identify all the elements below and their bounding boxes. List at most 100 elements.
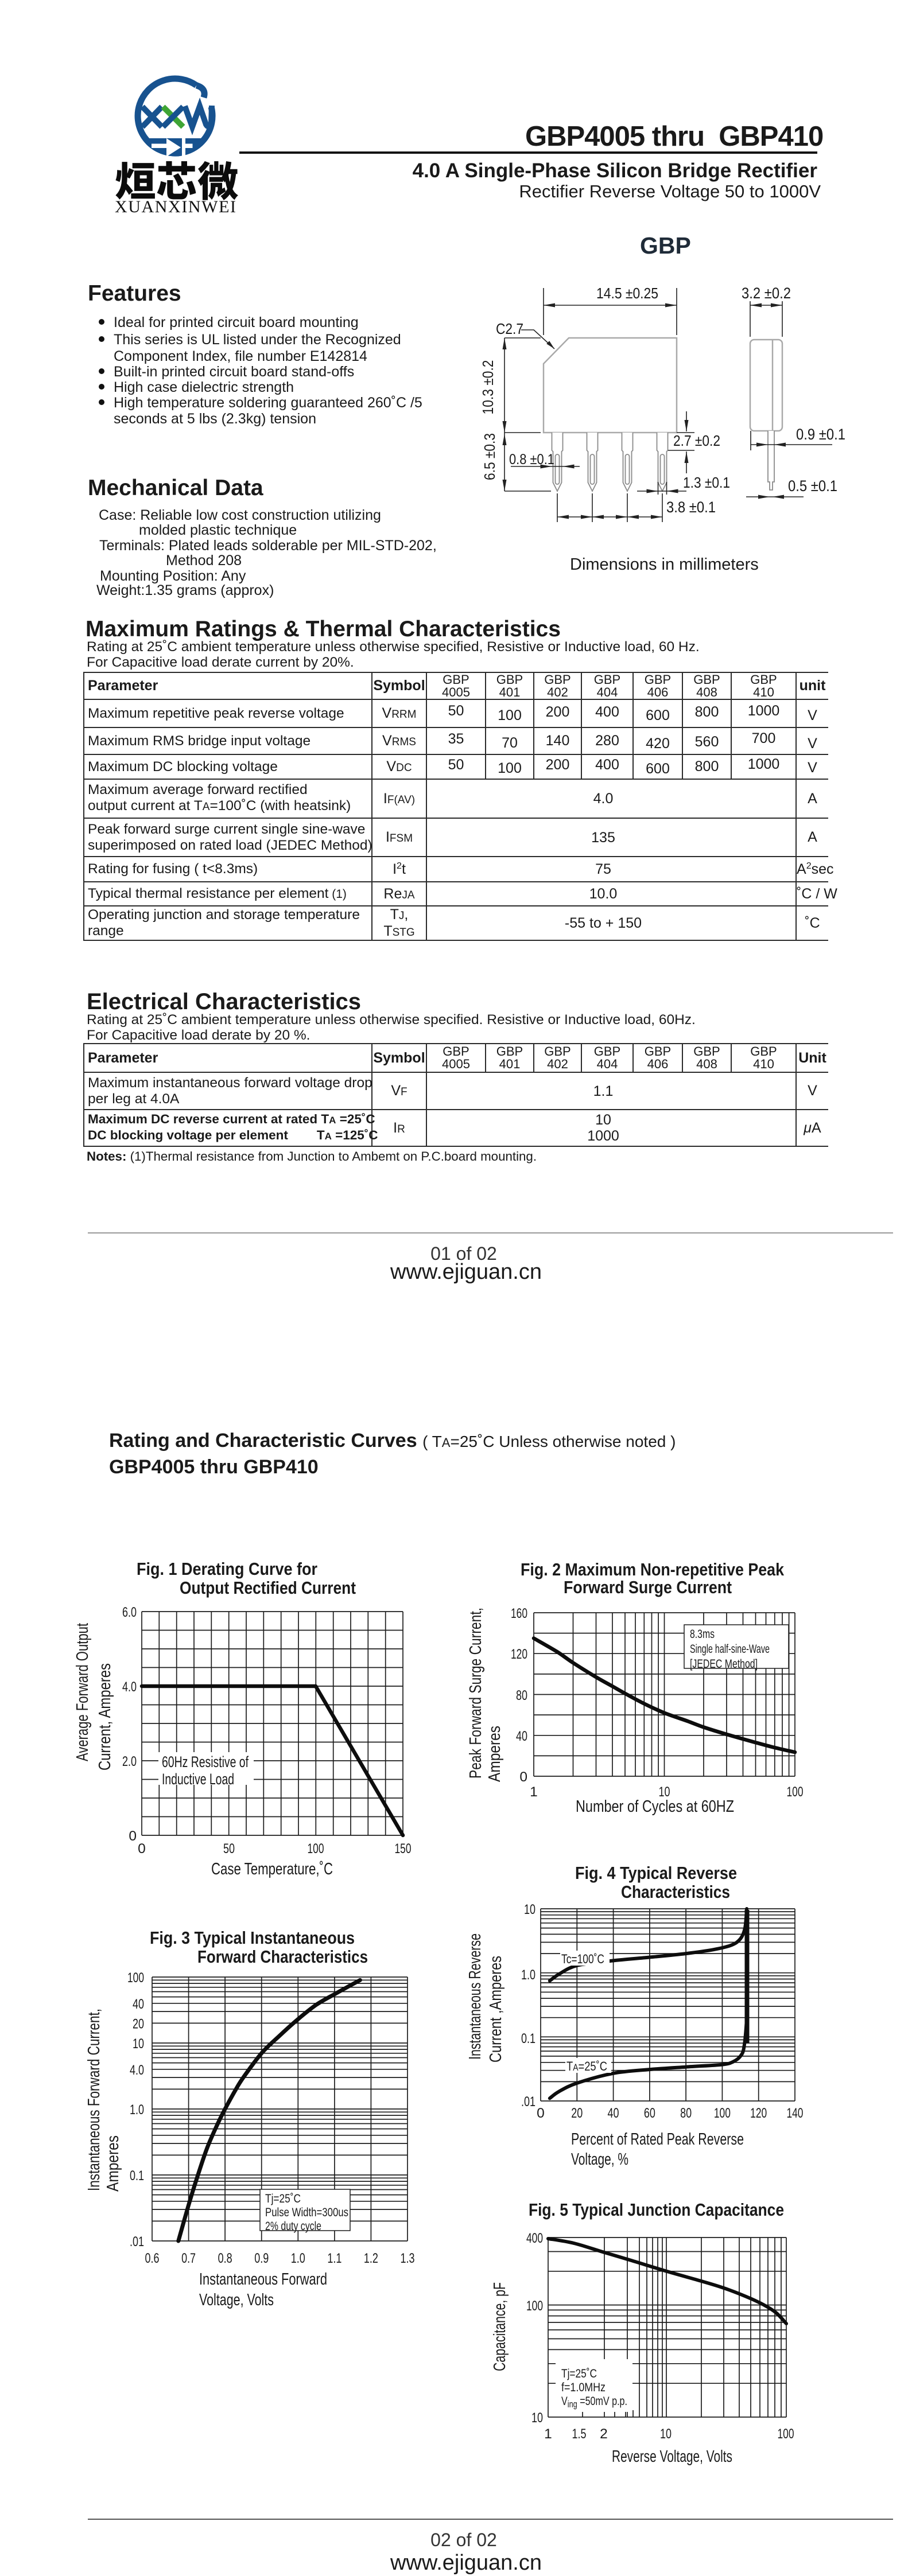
svg-text:120: 120: [750, 2106, 767, 2121]
svg-text:f=1.0MHz: f=1.0MHz: [561, 2380, 606, 2394]
svg-text:Amperes: Amperes: [104, 2135, 122, 2192]
svg-text:Inductive Load: Inductive Load: [162, 1770, 234, 1788]
svg-text:Voltage, Volts: Voltage, Volts: [199, 2291, 274, 2309]
svg-text:Characteristics: Characteristics: [621, 1882, 730, 1902]
svg-text:6.0: 6.0: [122, 1605, 137, 1620]
svg-text:1.0: 1.0: [521, 1967, 535, 1983]
svg-text:1.3: 1.3: [400, 2251, 414, 2266]
svg-text:Amperes: Amperes: [486, 1726, 504, 1782]
svg-text:20: 20: [571, 2106, 583, 2121]
svg-text:100: 100: [714, 2106, 731, 2121]
svg-text:Current, Amperes: Current, Amperes: [96, 1663, 114, 1770]
svg-text:Fig. 3 Typical Instantaneous: Fig. 3 Typical Instantaneous: [150, 1928, 355, 1948]
svg-text:140: 140: [786, 2106, 803, 2121]
svg-text:100: 100: [308, 1841, 324, 1857]
svg-text:100: 100: [526, 2298, 543, 2314]
svg-text:Reverse Voltage, Volts: Reverse Voltage, Volts: [612, 2447, 732, 2466]
svg-text:10: 10: [659, 1784, 670, 1800]
svg-text:0.9: 0.9: [254, 2251, 269, 2266]
svg-text:1.1: 1.1: [327, 2251, 341, 2266]
svg-text:100: 100: [127, 1970, 144, 1986]
svg-text:120: 120: [511, 1647, 527, 1662]
svg-text:Fig. 5 Typical Junction Capaci: Fig. 5 Typical Junction Capacitance: [529, 2200, 784, 2220]
svg-text:10: 10: [524, 1902, 535, 1917]
svg-text:TA=25˚C: TA=25˚C: [566, 2059, 607, 2073]
svg-text:.01: .01: [521, 2094, 535, 2110]
svg-text:Tc=100˚C: Tc=100˚C: [561, 1952, 604, 1966]
svg-text:1.0: 1.0: [130, 2102, 144, 2118]
svg-text:Pulse Width=300us: Pulse Width=300us: [265, 2205, 348, 2219]
svg-text:100: 100: [778, 2426, 794, 2442]
svg-text:1: 1: [530, 1784, 538, 1800]
svg-text:XUANXINWEI: XUANXINWEI: [115, 197, 237, 216]
svg-text:Single half-sine-Wave: Single half-sine-Wave: [690, 1642, 770, 1656]
svg-text:1.5: 1.5: [572, 2426, 587, 2442]
svg-text:0: 0: [129, 1828, 137, 1844]
svg-text:0.8: 0.8: [218, 2251, 232, 2266]
svg-text:10.3 ±0.2: 10.3 ±0.2: [479, 360, 496, 415]
svg-text:Ving =50mV p.p.: Ving =50mV p.p.: [561, 2394, 627, 2410]
svg-text:Fig. 1 Derating Curve for: Fig. 1 Derating Curve for: [137, 1559, 317, 1579]
svg-text:Percent of Rated Peak Reverse: Percent of Rated Peak Reverse: [571, 2130, 744, 2149]
svg-text:0.7: 0.7: [181, 2251, 196, 2266]
svg-text:6.5 ±0.3: 6.5 ±0.3: [481, 433, 498, 480]
svg-text:Output Rectified Current: Output Rectified Current: [180, 1578, 356, 1598]
svg-text:Tj=25˚C: Tj=25˚C: [265, 2192, 301, 2205]
svg-text:10: 10: [133, 2036, 144, 2052]
svg-text:4.0: 4.0: [122, 1679, 137, 1695]
svg-text:1.2: 1.2: [364, 2251, 378, 2266]
svg-text:4.0: 4.0: [130, 2063, 144, 2078]
svg-text:Tj=25˚C: Tj=25˚C: [561, 2367, 597, 2380]
svg-text:40: 40: [608, 2106, 619, 2121]
svg-text:400: 400: [526, 2231, 543, 2246]
svg-text:80: 80: [516, 1688, 527, 1703]
svg-text:Capacitance, pF: Capacitance, pF: [491, 2282, 509, 2371]
svg-text:50: 50: [223, 1841, 235, 1857]
svg-text:2: 2: [600, 2426, 608, 2442]
svg-text:Forward Characteristics: Forward Characteristics: [197, 1947, 368, 1967]
svg-text:Voltage, %: Voltage, %: [571, 2150, 628, 2169]
svg-text:0.1: 0.1: [130, 2168, 144, 2184]
svg-text:160: 160: [511, 1606, 527, 1621]
svg-text:150: 150: [395, 1841, 412, 1857]
svg-text:60Hz Resistive of: 60Hz Resistive of: [162, 1753, 249, 1770]
svg-text:2% duty cycle: 2% duty cycle: [265, 2219, 321, 2233]
svg-text:0.6: 0.6: [145, 2251, 160, 2266]
svg-text:40: 40: [516, 1729, 527, 1744]
svg-text:Forward Surge Current: Forward Surge Current: [564, 1577, 732, 1597]
svg-text:0.9 ±0.1: 0.9 ±0.1: [796, 426, 845, 443]
svg-text:60: 60: [644, 2106, 655, 2121]
svg-text:1.3 ±0.1: 1.3 ±0.1: [683, 474, 730, 491]
svg-text:40: 40: [133, 1997, 144, 2012]
svg-text:Current ,Amperes: Current ,Amperes: [487, 1956, 505, 2063]
svg-text:Instantaneous Forward Current,: Instantaneous Forward Current,: [85, 2009, 103, 2191]
svg-text:Fig. 2 Maximum Non-repetitive: Fig. 2 Maximum Non-repetitive Peak: [521, 1559, 785, 1579]
svg-text:2.7 ±0.2: 2.7 ±0.2: [673, 432, 720, 449]
svg-text:10: 10: [531, 2410, 543, 2426]
svg-text:0.5 ±0.1: 0.5 ±0.1: [788, 477, 837, 495]
svg-text:0: 0: [537, 2106, 545, 2121]
svg-text:8.3ms: 8.3ms: [690, 1627, 715, 1641]
svg-text:Average Forward Output: Average Forward Output: [73, 1623, 92, 1761]
svg-text:2.0: 2.0: [122, 1754, 137, 1769]
svg-text:14.5 ±0.25: 14.5 ±0.25: [596, 285, 658, 302]
svg-text:100: 100: [787, 1784, 804, 1800]
svg-text:0.1: 0.1: [521, 2031, 535, 2046]
svg-text:Fig. 4 Typical Reverse: Fig. 4 Typical Reverse: [575, 1863, 737, 1883]
svg-text:3.2 ±0.2: 3.2 ±0.2: [742, 285, 791, 302]
svg-text:Number of Cycles at 60HZ: Number of Cycles at 60HZ: [576, 1797, 734, 1816]
svg-text:80: 80: [680, 2106, 692, 2121]
svg-text:Case Temperature,˚C: Case Temperature,˚C: [211, 1860, 333, 1878]
svg-text:20: 20: [133, 2016, 144, 2032]
svg-text:Instantaneous Reverse: Instantaneous Reverse: [466, 1933, 484, 2060]
svg-text:Peak Forward Surge Current,: Peak Forward Surge Current,: [467, 1608, 485, 1779]
svg-text:[JEDEC Method]: [JEDEC Method]: [690, 1657, 758, 1671]
svg-text:0.8 ±0.1: 0.8 ±0.1: [509, 452, 554, 468]
svg-text:.01: .01: [130, 2234, 144, 2250]
svg-text:1: 1: [544, 2426, 552, 2442]
svg-text:1.0: 1.0: [291, 2251, 305, 2266]
svg-text:Instantaneous Forward: Instantaneous Forward: [199, 2270, 327, 2289]
svg-text:C2.7: C2.7: [496, 320, 523, 337]
svg-text:0: 0: [519, 1769, 527, 1785]
svg-text:0: 0: [138, 1841, 146, 1857]
